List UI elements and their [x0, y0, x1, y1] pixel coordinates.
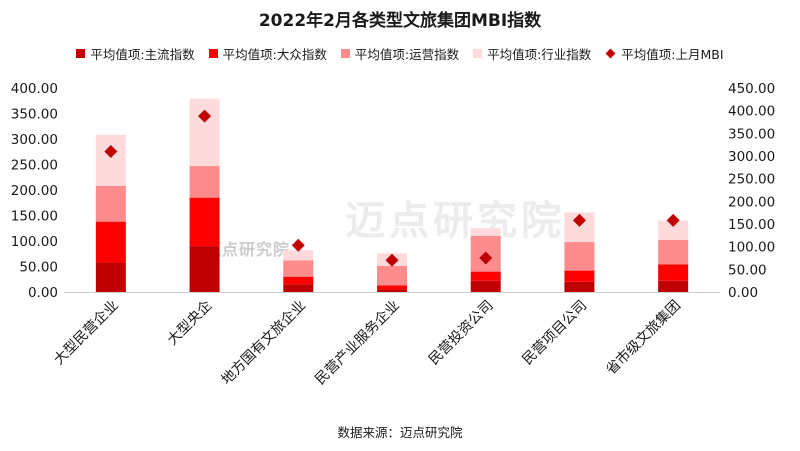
bar-segment — [189, 197, 220, 247]
legend-label-mainstream: 平均值项:主流指数 — [90, 46, 195, 62]
marker-last-month-mbi — [291, 238, 305, 252]
x-category-label: 民营产业服务企业 — [312, 297, 403, 388]
marker-last-month-mbi — [572, 213, 586, 227]
chart-title: 2022年2月各类型文旅集团MBI指数 — [258, 11, 542, 31]
bar-segment — [564, 242, 595, 271]
marker-last-month-mbi — [666, 213, 680, 227]
y-left-tick-label: 100.00 — [11, 234, 58, 250]
marker-last-month-mbi — [198, 109, 212, 123]
y-right-tick-label: 400.00 — [728, 104, 775, 120]
bar-segment — [189, 246, 220, 292]
y-left-tick-label: 0.00 — [28, 285, 58, 301]
bar-segment — [283, 260, 314, 277]
legend-swatch-operation — [340, 48, 350, 58]
legend-swatch-public — [208, 48, 218, 58]
bar-segment — [470, 280, 501, 292]
bar-segment — [283, 250, 314, 261]
y-right-tick-label: 200.00 — [728, 194, 775, 210]
bar-segment — [95, 262, 126, 292]
source-note: 数据来源：迈点研究院 — [337, 425, 463, 440]
y-left-tick-label: 300.00 — [11, 132, 58, 148]
y-right-tick-label: 250.00 — [728, 172, 775, 188]
bar-segment — [95, 134, 126, 186]
x-category-label: 民营项目公司 — [520, 298, 591, 369]
legend: 平均值项:主流指数 平均值项:大众指数 平均值项:运营指数 平均值项:行业指数 … — [0, 42, 800, 64]
x-category-label: 地方国有文旅企业 — [218, 297, 309, 388]
bar-segment — [377, 289, 407, 292]
x-category-label: 大型央企 — [164, 297, 216, 349]
bar-segment — [470, 228, 501, 236]
bar-segment — [564, 270, 595, 282]
legend-item-industry: 平均值项:行业指数 — [473, 44, 591, 63]
x-category-label: 省市级文旅集团 — [603, 297, 684, 378]
y-left-tick-label: 150.00 — [11, 209, 58, 225]
bar-segment — [377, 265, 407, 286]
legend-item-public: 平均值项:大众指数 — [208, 44, 327, 63]
y-left-tick-label: 400.00 — [11, 81, 58, 97]
bar-segment — [658, 239, 689, 265]
bar-segment — [470, 271, 501, 281]
bar-segment — [95, 221, 126, 263]
legend-item-operation: 平均值项:运营指数 — [340, 44, 460, 63]
bar-segment — [189, 98, 220, 167]
legend-item-last-month: 平均值项:上月MBI — [605, 44, 724, 63]
legend-label-public: 平均值项:大众指数 — [222, 46, 327, 62]
bar-segment — [658, 220, 689, 240]
bar-segment — [95, 185, 126, 222]
watermark-large: 迈点研究院 — [345, 198, 565, 244]
y-right-tick-label: 150.00 — [728, 217, 775, 233]
marker-last-month-mbi — [479, 251, 493, 265]
bar-segment — [377, 285, 407, 290]
y-right-tick-label: 50.00 — [728, 262, 767, 278]
bar-segment — [283, 284, 314, 292]
y-right-tick-label: 450.00 — [728, 81, 775, 97]
bar-segment — [658, 280, 689, 292]
legend-item-mainstream: 平均值项:主流指数 — [76, 44, 195, 63]
x-category-label: 民营投资公司 — [426, 298, 497, 369]
y-right-tick-label: 350.00 — [728, 126, 775, 142]
x-category-label: 大型民营企业 — [50, 297, 121, 368]
y-left-tick-label: 200.00 — [11, 183, 58, 199]
legend-label-operation: 平均值项:运营指数 — [354, 46, 460, 62]
y-right-tick-label: 300.00 — [728, 149, 775, 165]
bar-segment — [189, 166, 220, 198]
y-left-tick-label: 50.00 — [19, 260, 58, 276]
marker-last-month-mbi — [104, 144, 118, 158]
bar-segment — [658, 264, 689, 281]
legend-swatch-mainstream — [76, 48, 86, 58]
legend-label-last-month: 平均值项:上月MBI — [621, 46, 724, 62]
y-right-tick-label: 0.00 — [728, 285, 758, 301]
bar-segment — [283, 276, 314, 285]
y-right-tick-label: 100.00 — [728, 240, 775, 256]
bar-segment — [564, 281, 595, 292]
y-left-tick-label: 350.00 — [11, 107, 58, 123]
legend-swatch-industry — [473, 48, 483, 58]
watermark-small: 迈点研究院 — [205, 240, 291, 259]
marker-last-month-mbi — [385, 253, 399, 267]
legend-label-industry: 平均值项:行业指数 — [487, 46, 592, 62]
y-left-tick-label: 250.00 — [11, 158, 58, 174]
